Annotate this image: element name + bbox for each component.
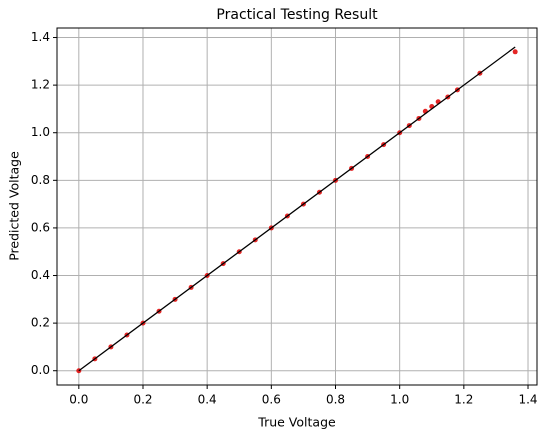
chart-title: Practical Testing Result: [216, 7, 378, 23]
y-tick-label: 0.0: [31, 363, 50, 377]
x-tick-label: 1.2: [454, 393, 473, 407]
y-tick-label: 0.2: [31, 316, 50, 330]
y-tick-label: 1.0: [31, 125, 50, 139]
data-point: [512, 49, 518, 55]
x-tick-label: 0.4: [198, 393, 217, 407]
x-tick-label: 0.0: [69, 393, 88, 407]
x-axis-label: True Voltage: [257, 415, 336, 430]
plot-frame: [56, 27, 538, 386]
x-tick-label: 1.4: [518, 393, 537, 407]
x-tick-label: 0.6: [262, 393, 281, 407]
y-tick-label: 0.8: [31, 173, 50, 187]
x-tick-label: 0.8: [326, 393, 345, 407]
x-tick-label: 1.0: [390, 393, 409, 407]
x-tick-label: 0.2: [133, 393, 152, 407]
y-axis-label: Predicted Voltage: [7, 151, 22, 261]
fit-line: [78, 46, 516, 372]
y-tick-label: 1.2: [31, 78, 50, 92]
y-tick-label: 0.6: [31, 220, 50, 234]
y-tick-label: 1.4: [31, 30, 50, 44]
y-tick-label: 0.4: [31, 268, 50, 282]
